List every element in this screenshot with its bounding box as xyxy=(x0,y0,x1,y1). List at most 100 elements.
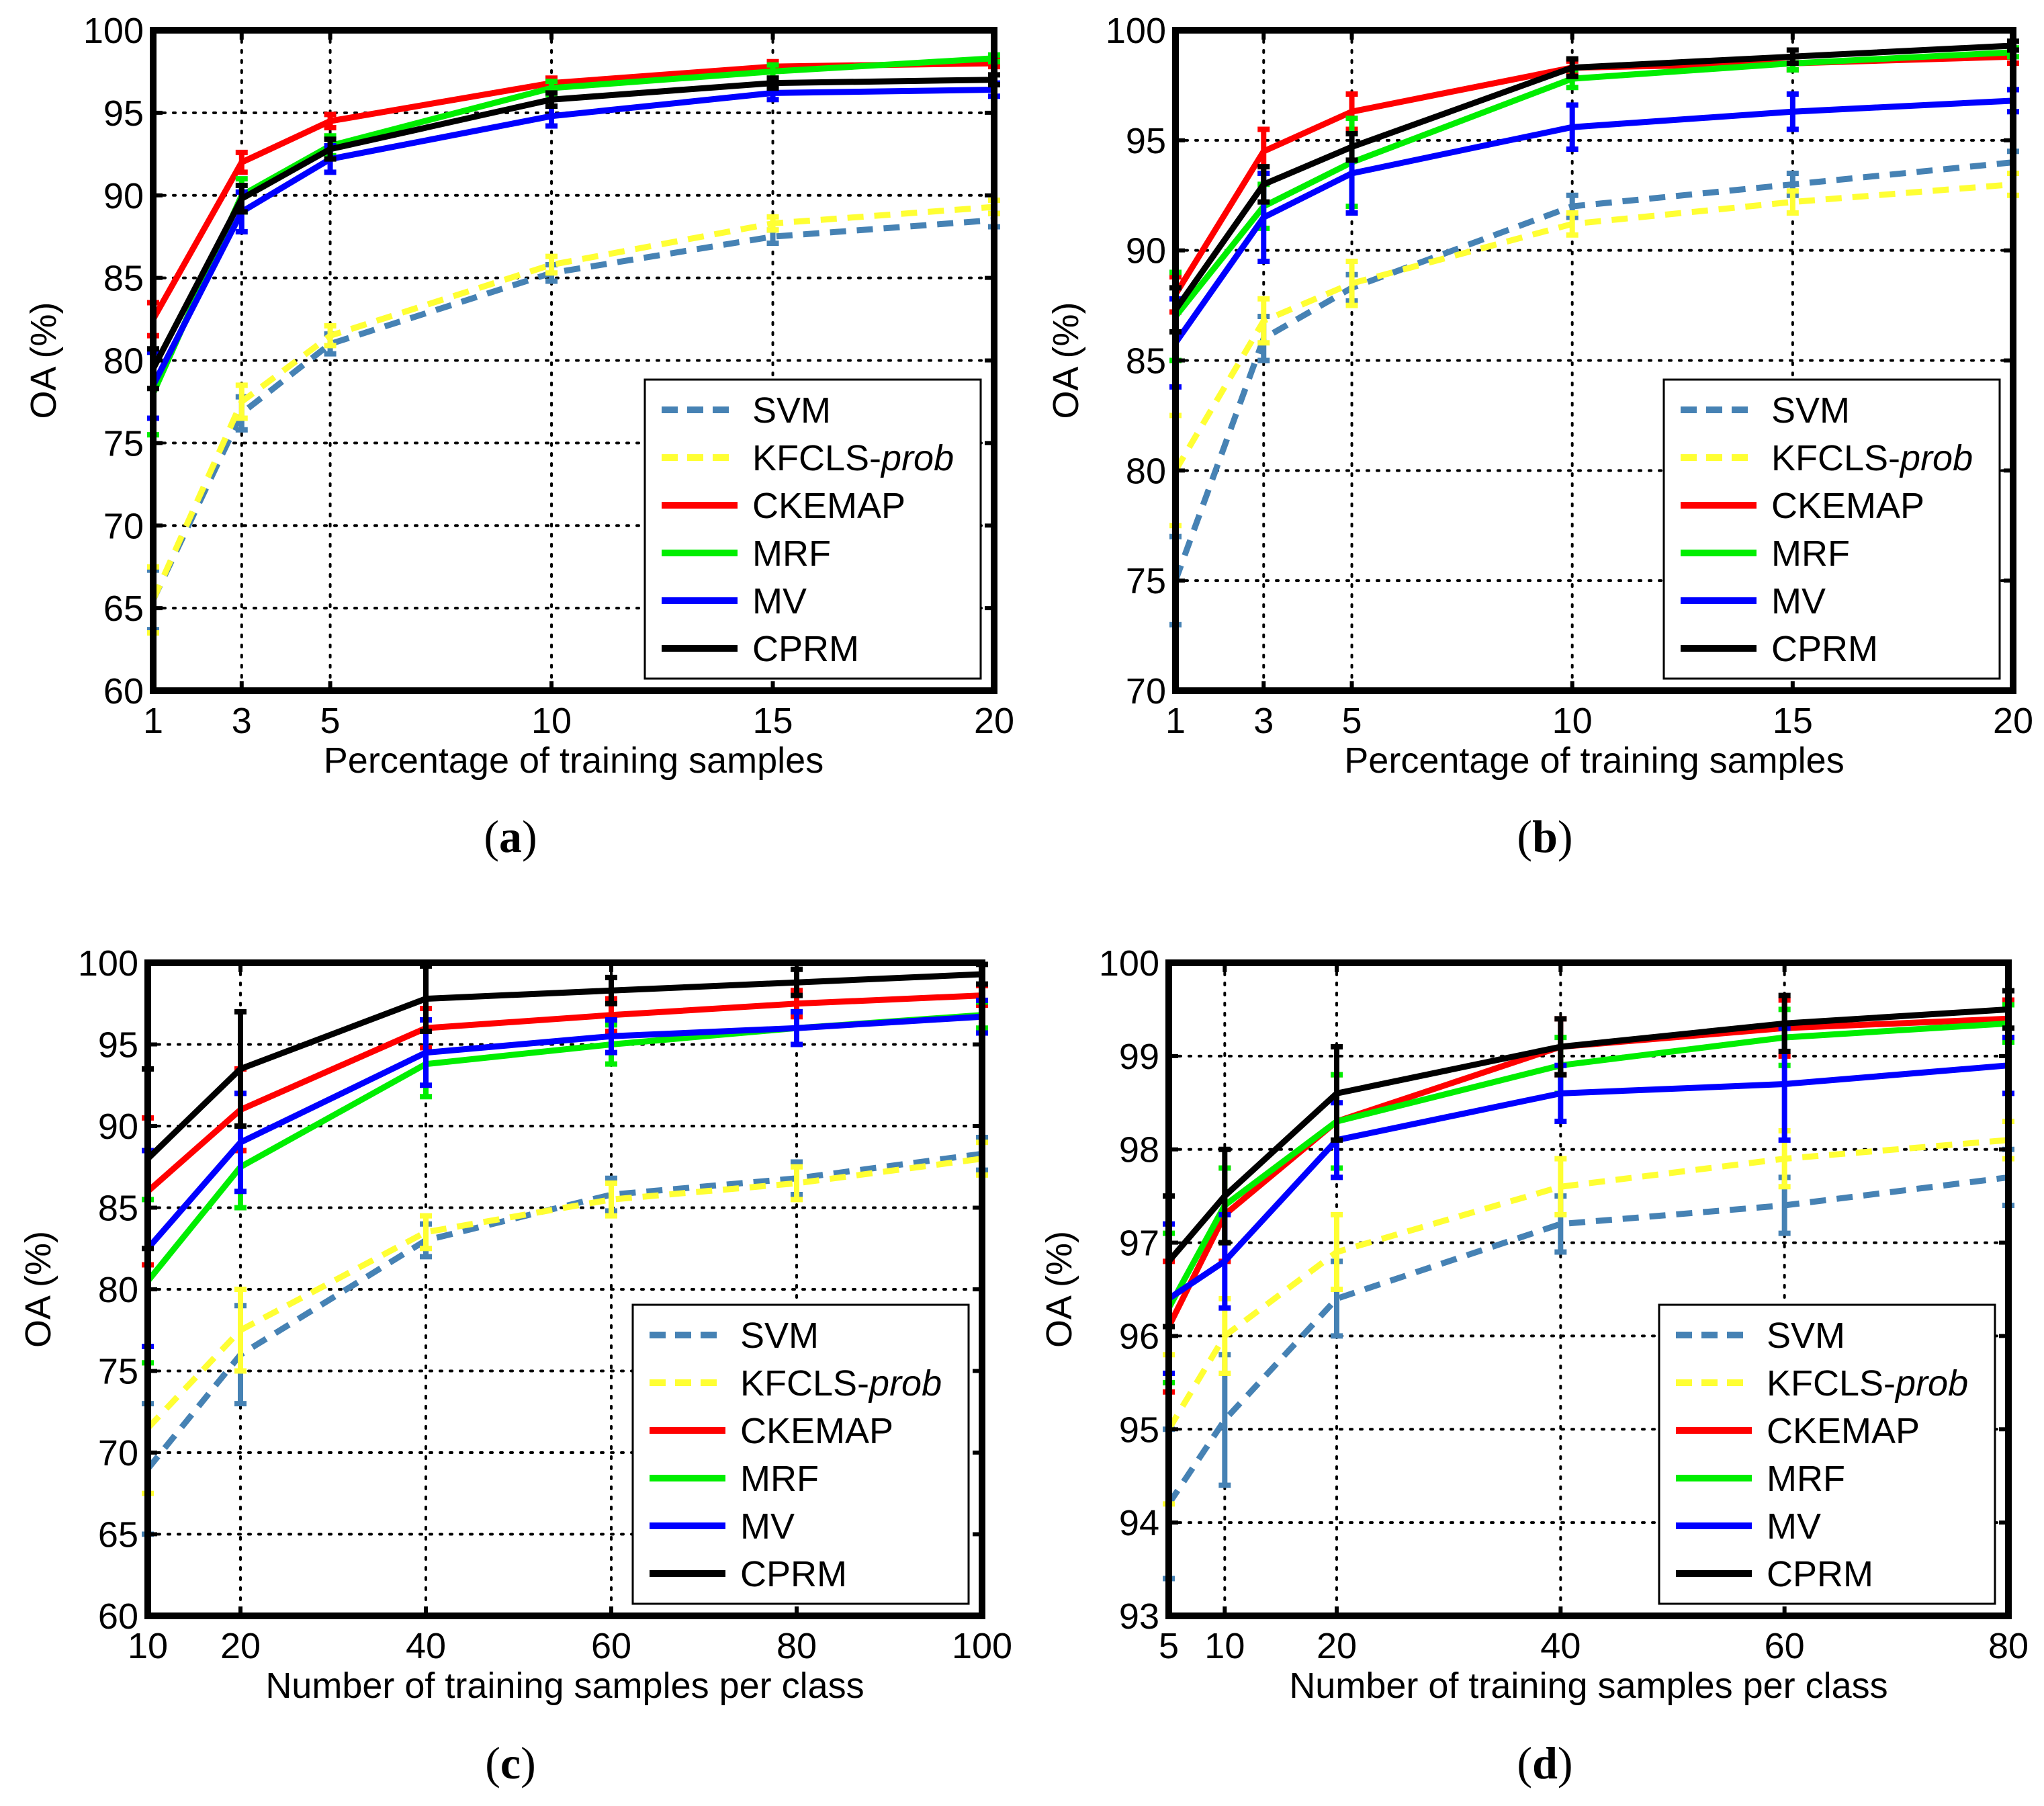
legend-label: MRF xyxy=(1767,1459,1845,1499)
legend-label: MV xyxy=(740,1506,795,1547)
x-tick-label: 40 xyxy=(406,1626,446,1666)
y-tick-label: 97 xyxy=(1119,1223,1159,1264)
y-tick-label: 75 xyxy=(98,1352,138,1392)
panel-caption: (d) xyxy=(1517,1737,1572,1789)
legend: SVM KFCLS-prob CKEMAP MRF MV CPRM xyxy=(1662,378,2001,680)
error-bar xyxy=(234,1287,247,1374)
y-tick-label: 90 xyxy=(1126,231,1166,271)
legend: SVM KFCLS-prob CKEMAP MRF MV CPRM xyxy=(1658,1303,1996,1605)
x-tick-label: 1 xyxy=(143,701,163,741)
legend-label: CPRM xyxy=(752,629,859,669)
error-bar xyxy=(766,214,779,233)
legend-box xyxy=(1662,378,2001,680)
x-tick-label: 20 xyxy=(1317,1626,1357,1666)
x-tick-label: 15 xyxy=(1773,701,1813,741)
series-line-mv xyxy=(150,87,995,387)
x-tick-label: 20 xyxy=(1993,701,2033,741)
y-tick-label: 85 xyxy=(98,1189,138,1229)
x-tick-label: 5 xyxy=(320,701,341,741)
y-tick-label: 95 xyxy=(103,93,144,134)
y-tick-label: 75 xyxy=(1126,561,1166,601)
y-tick-label: 100 xyxy=(1099,943,1159,984)
chart-panel: 1 3 5 10 15 20 70 75 80 85 90 95 100 Percentage of tr… xyxy=(1046,11,2033,862)
series-line-mrf xyxy=(1173,49,2014,318)
series-line-ckemap xyxy=(150,60,995,321)
y-tick-label: 85 xyxy=(103,259,144,299)
legend-label: CKEMAP xyxy=(752,486,905,526)
axes-frame xyxy=(1165,959,2012,1619)
error-bar xyxy=(1566,210,1579,238)
legend-label: KFCLS-prob xyxy=(1771,438,1973,478)
legend-label: MV xyxy=(1771,581,1826,621)
legend-label: SVM xyxy=(740,1316,819,1356)
x-tick-label: 80 xyxy=(1988,1626,2029,1666)
series-line-svm xyxy=(150,217,995,601)
series-line-kfcls-prob xyxy=(150,204,995,601)
y-tick-label: 100 xyxy=(83,11,144,51)
error-bar xyxy=(545,253,558,276)
legend-label: MV xyxy=(1767,1506,1821,1547)
error-bar xyxy=(1554,1016,1567,1078)
legend-entry-cprm: CPRM xyxy=(1676,1554,1873,1594)
legend: SVM KFCLS-prob CKEMAP MRF MV CPRM xyxy=(631,1303,970,1605)
y-tick-label: 65 xyxy=(103,589,144,629)
legend-label: CKEMAP xyxy=(740,1411,893,1451)
error-bar xyxy=(766,75,779,91)
error-bar xyxy=(234,1008,247,1129)
error-bar xyxy=(1786,47,1799,67)
x-axis-label: Number of training samples per class xyxy=(265,1666,864,1706)
x-tick-label: 60 xyxy=(591,1626,631,1666)
y-tick-label: 99 xyxy=(1119,1037,1159,1077)
y-tick-label: 100 xyxy=(1106,11,1166,51)
legend-entry-mrf: MRF xyxy=(650,1459,819,1499)
x-tick-label: 10 xyxy=(531,701,572,741)
legend-label: MV xyxy=(752,581,807,621)
legend: SVM KFCLS-prob CKEMAP MRF MV CPRM xyxy=(643,378,982,680)
series-line-svm xyxy=(1166,1174,2009,1506)
legend-label: MRF xyxy=(752,533,831,574)
error-bar xyxy=(1566,102,1579,152)
panel-caption: (b) xyxy=(1517,811,1572,862)
series-line-ckemap xyxy=(146,992,983,1194)
legend-box xyxy=(643,378,982,680)
legend-entry-mv: MV xyxy=(650,1506,795,1547)
legend-entry-kfcls-prob: KFCLS-prob xyxy=(1681,438,1973,478)
series-line-cprm xyxy=(1166,1006,2009,1264)
x-tick-label: 3 xyxy=(1253,701,1274,741)
x-tick-label: 40 xyxy=(1540,1626,1581,1666)
y-axis-label: OA (%) xyxy=(18,1231,58,1348)
legend-box xyxy=(1658,1303,1996,1605)
legend-entry-mrf: MRF xyxy=(662,533,831,574)
y-tick-label: 98 xyxy=(1119,1130,1159,1170)
legend-entry-cprm: CPRM xyxy=(1681,629,1878,669)
y-tick-label: 93 xyxy=(1119,1596,1159,1637)
legend-label: SVM xyxy=(1767,1316,1845,1356)
chart-panel: 10 20 40 60 80 100 60 65 70 75 80 85 90 95 100 Number o… xyxy=(18,943,1012,1789)
series-cprm xyxy=(147,72,1000,392)
error-bar xyxy=(1257,296,1270,346)
legend-entry-svm: SVM xyxy=(1676,1316,1845,1356)
legend-label: SVM xyxy=(1771,390,1850,431)
legend-label: KFCLS-prob xyxy=(1767,1363,1968,1404)
error-bar xyxy=(791,1164,803,1203)
legend-entry-mv: MV xyxy=(1681,581,1826,621)
error-bar xyxy=(605,974,617,1006)
error-bar xyxy=(235,149,248,175)
series-group xyxy=(1169,38,2019,628)
legend-entry-svm: SVM xyxy=(650,1316,819,1356)
error-bar xyxy=(1218,1146,1231,1246)
y-tick-label: 96 xyxy=(1119,1316,1159,1357)
error-bar xyxy=(324,136,337,162)
series-line-mrf xyxy=(1166,1020,2009,1309)
y-tick-label: 60 xyxy=(103,671,144,712)
legend-entry-cprm: CPRM xyxy=(662,629,859,669)
series-line-cprm xyxy=(1173,42,2014,312)
x-axis-label: Number of training samples per class xyxy=(1289,1666,1887,1706)
series-line-mv xyxy=(145,1013,983,1251)
legend-label: CPRM xyxy=(740,1554,847,1594)
y-tick-label: 65 xyxy=(98,1515,138,1555)
y-tick-label: 95 xyxy=(98,1025,138,1066)
y-tick-label: 75 xyxy=(103,423,144,464)
error-bar xyxy=(1257,164,1270,205)
y-axis-label: OA (%) xyxy=(1046,302,1086,419)
